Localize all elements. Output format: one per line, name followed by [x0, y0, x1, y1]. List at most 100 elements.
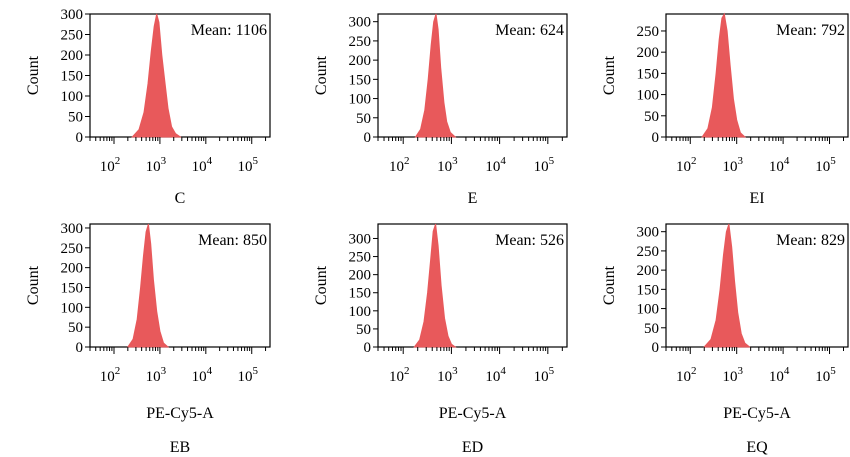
y-tick-label: 300: [349, 231, 372, 247]
x-tick-exponent: 2: [691, 365, 697, 377]
x-tick-label: 105: [815, 365, 836, 385]
histogram-area: [126, 223, 170, 348]
y-axis-label: Count: [25, 55, 42, 95]
x-tick-label: 103: [146, 155, 167, 175]
x-tick-exponent: 4: [500, 365, 506, 377]
panel-label: EB: [170, 439, 190, 456]
y-tick-label: 100: [637, 88, 660, 104]
plot-frame: [377, 223, 568, 348]
x-tick-exponent: 3: [161, 155, 167, 167]
panel-label: ED: [462, 439, 483, 456]
y-axis-label: Count: [25, 265, 42, 305]
plot-frame: [665, 13, 849, 138]
mean-annotation: Mean: 829: [776, 232, 845, 249]
x-tick-label: 105: [534, 155, 555, 175]
y-tick-label: 100: [349, 92, 372, 108]
x-tick-label: 102: [389, 155, 410, 175]
x-tick-label: 102: [389, 365, 410, 385]
mean-annotation: Mean: 792: [776, 22, 845, 39]
x-tick-exponent: 4: [784, 365, 790, 377]
x-tick-exponent: 3: [161, 365, 167, 377]
mean-annotation: Mean: 850: [198, 232, 267, 249]
y-tick-label: 100: [637, 302, 660, 318]
histogram-area: [703, 223, 752, 348]
x-tick-label: 105: [237, 365, 258, 385]
x-axis-label: PE-Cy5-A: [146, 405, 214, 422]
y-tick-label: 250: [637, 24, 660, 40]
x-tick-exponent: 2: [691, 155, 697, 167]
mean-annotation: Mean: 624: [495, 22, 564, 39]
x-tick-exponent: 4: [784, 155, 790, 167]
x-tick-exponent: 5: [830, 365, 836, 377]
x-tick-exponent: 5: [252, 365, 258, 377]
x-tick-label: 103: [437, 365, 458, 385]
x-tick-label: 104: [769, 365, 790, 385]
y-tick-label: 250: [61, 28, 84, 44]
y-axis-label: Count: [601, 265, 618, 305]
x-tick-label: 105: [237, 155, 258, 175]
y-tick-label: 100: [61, 300, 84, 316]
y-tick-label: 250: [637, 244, 660, 260]
x-tick-exponent: 3: [452, 155, 458, 167]
x-tick-exponent: 2: [115, 365, 121, 377]
x-tick-exponent: 2: [404, 155, 410, 167]
x-tick-label: 104: [485, 155, 506, 175]
y-tick-label: 150: [637, 66, 660, 82]
y-tick-label: 0: [652, 130, 660, 146]
y-axis-label: Count: [313, 265, 330, 305]
plot-frame: [89, 223, 271, 348]
y-tick-label: 200: [637, 263, 660, 279]
y-tick-label: 150: [637, 282, 660, 298]
x-tick-exponent: 5: [549, 365, 555, 377]
x-tick-label: 105: [815, 155, 836, 175]
x-tick-label: 102: [100, 365, 121, 385]
x-tick-exponent: 4: [500, 155, 506, 167]
x-tick-label: 102: [676, 365, 697, 385]
histogram-area: [701, 12, 747, 138]
y-tick-label: 100: [349, 304, 372, 320]
x-tick-exponent: 3: [737, 155, 743, 167]
x-tick-label: 102: [100, 155, 121, 175]
y-tick-label: 200: [61, 48, 84, 64]
x-tick-exponent: 5: [830, 155, 836, 167]
y-tick-label: 50: [68, 320, 83, 336]
x-tick-exponent: 4: [207, 155, 213, 167]
x-tick-label: 105: [534, 365, 555, 385]
x-tick-label: 104: [485, 365, 506, 385]
histogram-area: [414, 13, 457, 138]
y-tick-label: 300: [349, 15, 372, 31]
y-tick-label: 150: [61, 69, 84, 85]
x-tick-exponent: 5: [549, 155, 555, 167]
x-tick-exponent: 2: [404, 365, 410, 377]
x-tick-label: 104: [192, 155, 213, 175]
x-axis-label: PE-Cy5-A: [723, 405, 791, 422]
y-tick-label: 150: [61, 280, 84, 296]
y-axis-label: Count: [313, 55, 330, 95]
y-tick-label: 50: [644, 109, 659, 125]
histogram-area: [413, 223, 457, 348]
x-tick-label: 103: [146, 365, 167, 385]
y-tick-label: 0: [364, 130, 372, 146]
x-tick-label: 103: [722, 155, 743, 175]
y-tick-label: 300: [61, 221, 84, 237]
histogram-area: [131, 13, 183, 138]
plot-frame: [377, 13, 568, 138]
x-tick-exponent: 4: [207, 365, 213, 377]
panel-ed: 0 50 100 150 200 250 300 102 103 104 105 Count Mean:…: [313, 223, 568, 456]
x-tick-label: 102: [676, 155, 697, 175]
mean-annotation: Mean: 1106: [191, 22, 267, 39]
plot-frame: [665, 223, 849, 348]
y-tick-label: 0: [76, 340, 84, 356]
y-tick-label: 300: [637, 225, 660, 241]
y-tick-label: 200: [349, 268, 372, 284]
y-tick-label: 250: [349, 250, 372, 266]
y-tick-label: 200: [637, 45, 660, 61]
panel-eb: 0 50 100 150 200 250 300 102 103 104 105 Count Mean:…: [25, 221, 271, 456]
y-tick-label: 50: [68, 110, 83, 126]
y-tick-label: 100: [61, 89, 84, 105]
y-tick-label: 250: [349, 34, 372, 50]
y-tick-label: 150: [349, 72, 372, 88]
x-tick-label: 103: [722, 365, 743, 385]
y-axis-label: Count: [601, 55, 618, 95]
x-tick-label: 104: [192, 365, 213, 385]
